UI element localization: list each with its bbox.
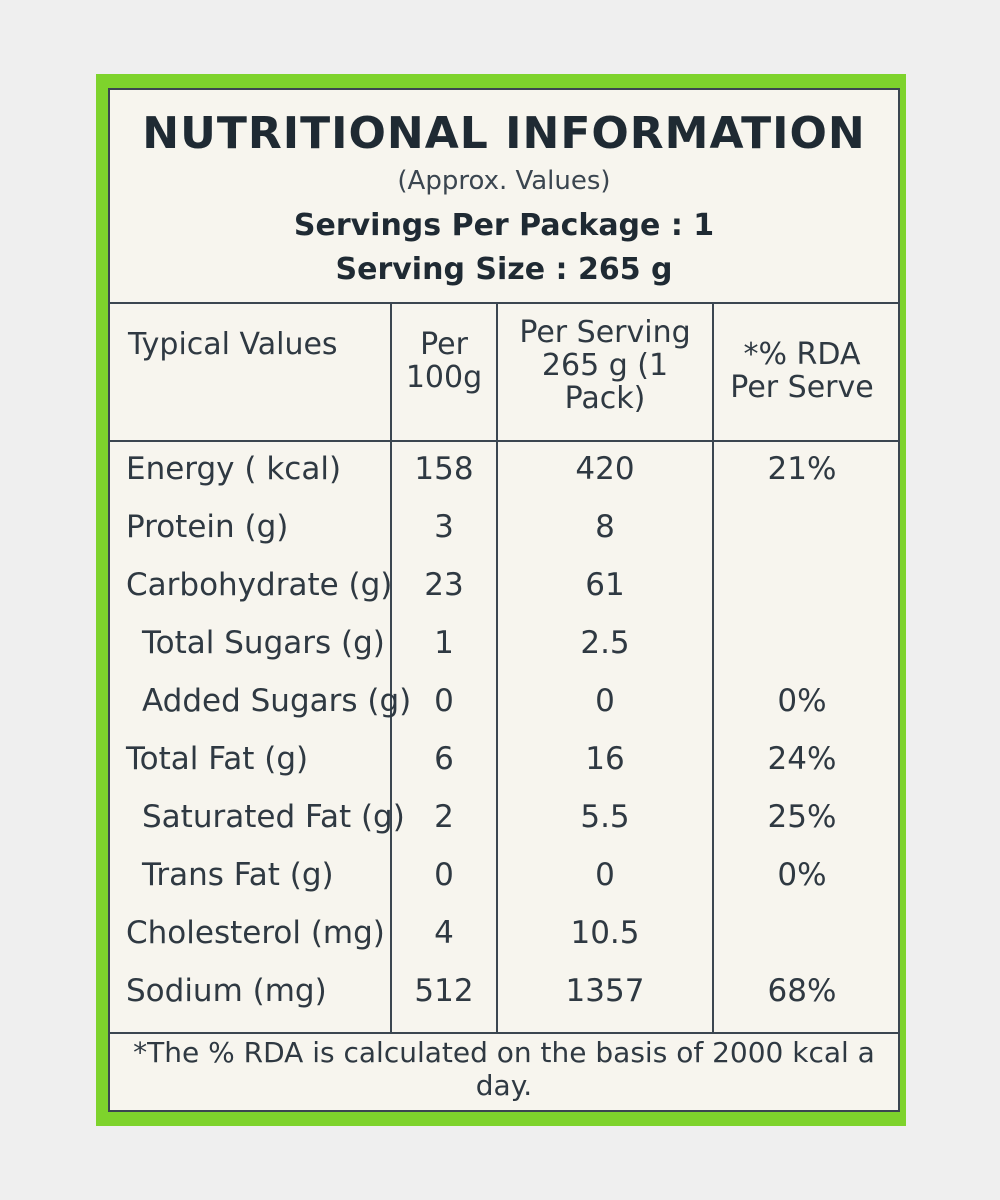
per-serving-value: 61	[585, 567, 625, 603]
per-100g-value: 1	[434, 625, 454, 661]
nutrient-label: Cholesterol (mg)	[126, 915, 385, 951]
rda-value: 0%	[777, 857, 827, 893]
rda-value: 24%	[767, 741, 837, 777]
per-serving-value: 0	[595, 683, 615, 719]
per-100g-value: 158	[414, 451, 474, 487]
table-row: Protein (g) 3 8	[110, 498, 898, 556]
nutrient-label: Protein (g)	[126, 509, 289, 545]
table-row: Carbohydrate (g) 23 61	[110, 556, 898, 614]
per-serving-value: 5.5	[580, 799, 630, 835]
nutrient-label: Trans Fat (g)	[142, 857, 334, 893]
servings-per-package: Servings Per Package : 1	[293, 208, 715, 243]
table-row: Saturated Fat (g) 2 5.5 25%	[110, 788, 898, 846]
rda-value: 25%	[767, 799, 837, 835]
table-row: Cholesterol (mg) 4 10.5	[110, 904, 898, 962]
per-100g-value: 6	[434, 741, 454, 777]
footer-divider	[110, 1032, 898, 1034]
per-100g-value: 23	[424, 567, 464, 603]
table-row: Energy ( kcal) 158 420 21%	[110, 440, 898, 498]
nutrient-label: Added Sugars (g)	[142, 683, 412, 719]
table-row: Total Fat (g) 6 16 24%	[110, 730, 898, 788]
per-serving-value: 8	[595, 509, 615, 545]
rda-value	[714, 614, 890, 672]
per-100g-value: 512	[414, 973, 474, 1009]
per-100g-value: 3	[434, 509, 454, 545]
rda-footnote: *The % RDA is calculated on the basis of…	[133, 1036, 875, 1102]
per-100g-value: 4	[434, 915, 454, 951]
rda-value: 21%	[767, 451, 837, 487]
approx-values-note: (Approx. Values)	[397, 166, 611, 196]
nutrient-label: Sodium (mg)	[126, 973, 327, 1009]
column-header-divider	[110, 440, 898, 442]
nutrient-label: Energy ( kcal)	[126, 451, 342, 487]
nutrient-label: Total Sugars (g)	[142, 625, 385, 661]
column-divider	[390, 302, 392, 1034]
nutrition-panel: NUTRITIONAL INFORMATION (Approx. Values)…	[108, 88, 900, 1112]
rda-value: 0%	[777, 683, 827, 719]
nutrient-label: Carbohydrate (g)	[126, 567, 393, 603]
serving-size: Serving Size : 265 g	[335, 252, 673, 287]
rda-value: 68%	[767, 973, 837, 1009]
per-100g-value: 2	[434, 799, 454, 835]
nutrient-label: Total Fat (g)	[126, 741, 309, 777]
table-row: Added Sugars (g) 0 0 0%	[110, 672, 898, 730]
per-100g-value: 0	[434, 857, 454, 893]
per-serving-value: 16	[585, 741, 625, 777]
column-header-rda: *% RDA Per Serve	[730, 337, 874, 405]
rda-value	[714, 556, 890, 614]
per-serving-value: 2.5	[580, 625, 630, 661]
per-serving-value: 10.5	[570, 915, 640, 951]
rda-value	[714, 498, 890, 556]
column-divider	[712, 302, 714, 1034]
per-100g-value: 0	[434, 683, 454, 719]
nutrient-label: Saturated Fat (g)	[142, 799, 405, 835]
per-serving-value: 420	[575, 451, 635, 487]
header-divider	[110, 302, 898, 304]
per-serving-value: 0	[595, 857, 615, 893]
table-row: Trans Fat (g) 0 0 0%	[110, 846, 898, 904]
column-header-per-serving: Per Serving 265 g (1 Pack)	[519, 315, 691, 416]
column-header-per-100g: Per 100g	[405, 327, 483, 395]
table-row: Total Sugars (g) 1 2.5	[110, 614, 898, 672]
per-serving-value: 1357	[565, 973, 645, 1009]
column-header-typical-values: Typical Values	[128, 327, 338, 362]
nutrition-header: NUTRITIONAL INFORMATION (Approx. Values)…	[110, 90, 898, 302]
nutrition-title: NUTRITIONAL INFORMATION	[142, 108, 866, 159]
table-row: Sodium (mg) 512 1357 68%	[110, 962, 898, 1020]
column-divider	[496, 302, 498, 1034]
rda-value	[714, 904, 890, 962]
